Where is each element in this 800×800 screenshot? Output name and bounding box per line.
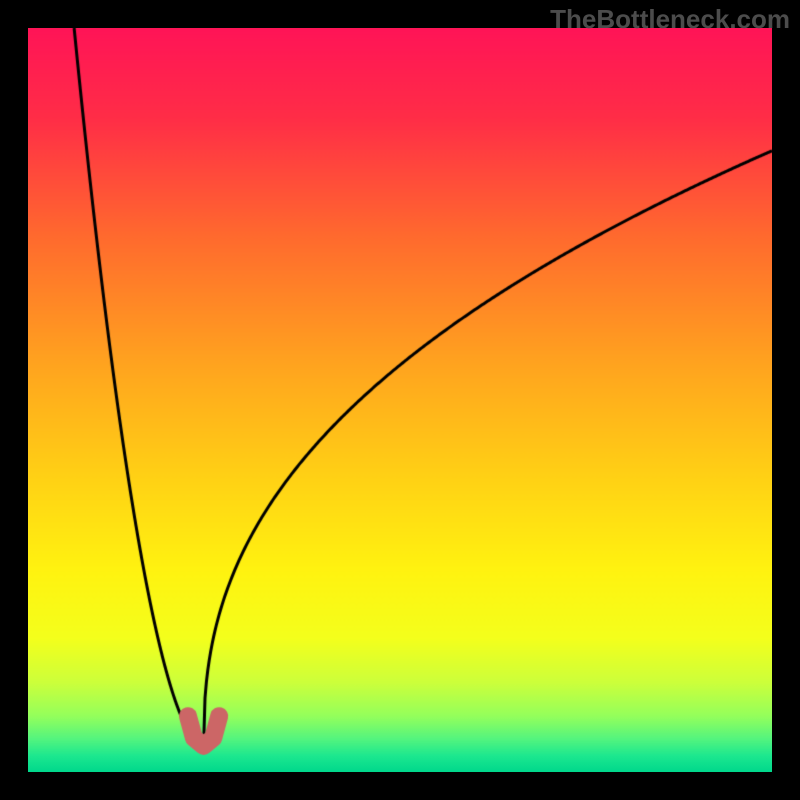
- bottleneck-curve-chart: [28, 28, 772, 772]
- chart-stage: TheBottleneck.com: [0, 0, 800, 800]
